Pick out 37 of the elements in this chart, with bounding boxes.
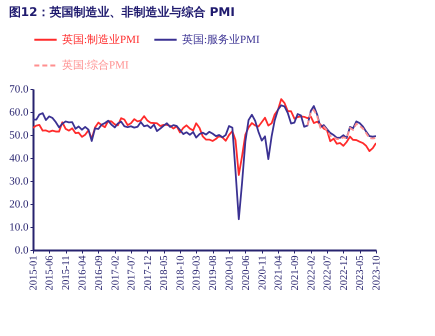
x-tick-label: 2015-06 xyxy=(44,256,56,290)
line-series xyxy=(33,104,376,220)
x-tick-label: 2017-12 xyxy=(142,256,154,290)
x-tick-label: 2020-06 xyxy=(240,256,252,290)
x-tick-label: 2016-09 xyxy=(94,256,105,290)
x-tick-label: 2021-09 xyxy=(290,256,301,290)
line-series xyxy=(306,109,376,140)
y-tick-label: 0.0 xyxy=(14,244,29,256)
x-tick-label: 2017-02 xyxy=(110,256,122,290)
x-tick-label: 2022-07 xyxy=(322,256,334,290)
x-tick-label: 2021-04 xyxy=(273,254,284,290)
legend-label: 英国:制造业PMI xyxy=(62,32,140,46)
y-tick-label: 40.0 xyxy=(9,152,29,164)
y-tick-label: 30.0 xyxy=(9,176,29,188)
chart-title: 图12：英国制造业、非制造业与综合 PMI xyxy=(8,5,235,19)
x-tick-label: 2017-07 xyxy=(126,256,138,290)
legend-label: 英国:综合PMI xyxy=(62,58,129,72)
x-tick-label: 2016-04 xyxy=(77,254,88,290)
y-tick-label: 50.0 xyxy=(9,130,29,142)
y-tick-label: 60.0 xyxy=(9,106,29,118)
x-tick-label: 2019-03 xyxy=(192,256,203,290)
x-tick-label: 2018-10 xyxy=(175,256,186,290)
x-tick-label: 2022-02 xyxy=(306,256,318,290)
x-tick-label: 2023-05 xyxy=(355,256,366,290)
y-tick-label: 70.0 xyxy=(9,84,29,96)
x-tick-label: 2023-10 xyxy=(372,256,382,290)
x-tick-label: 2022-12 xyxy=(338,256,350,290)
x-tick-label: 2020-01 xyxy=(224,256,236,290)
x-tick-label: 2020-11 xyxy=(257,256,268,290)
x-tick-label: 2015-01 xyxy=(28,256,40,290)
x-tick-label: 2015-11 xyxy=(61,256,72,290)
y-tick-label: 10.0 xyxy=(9,222,29,234)
legend-label: 英国:服务业PMI xyxy=(182,32,260,46)
y-tick-label: 20.0 xyxy=(9,198,29,210)
x-tick-label: 2018-05 xyxy=(159,256,170,290)
x-tick-label: 2019-08 xyxy=(208,256,220,290)
line-series xyxy=(33,98,376,176)
